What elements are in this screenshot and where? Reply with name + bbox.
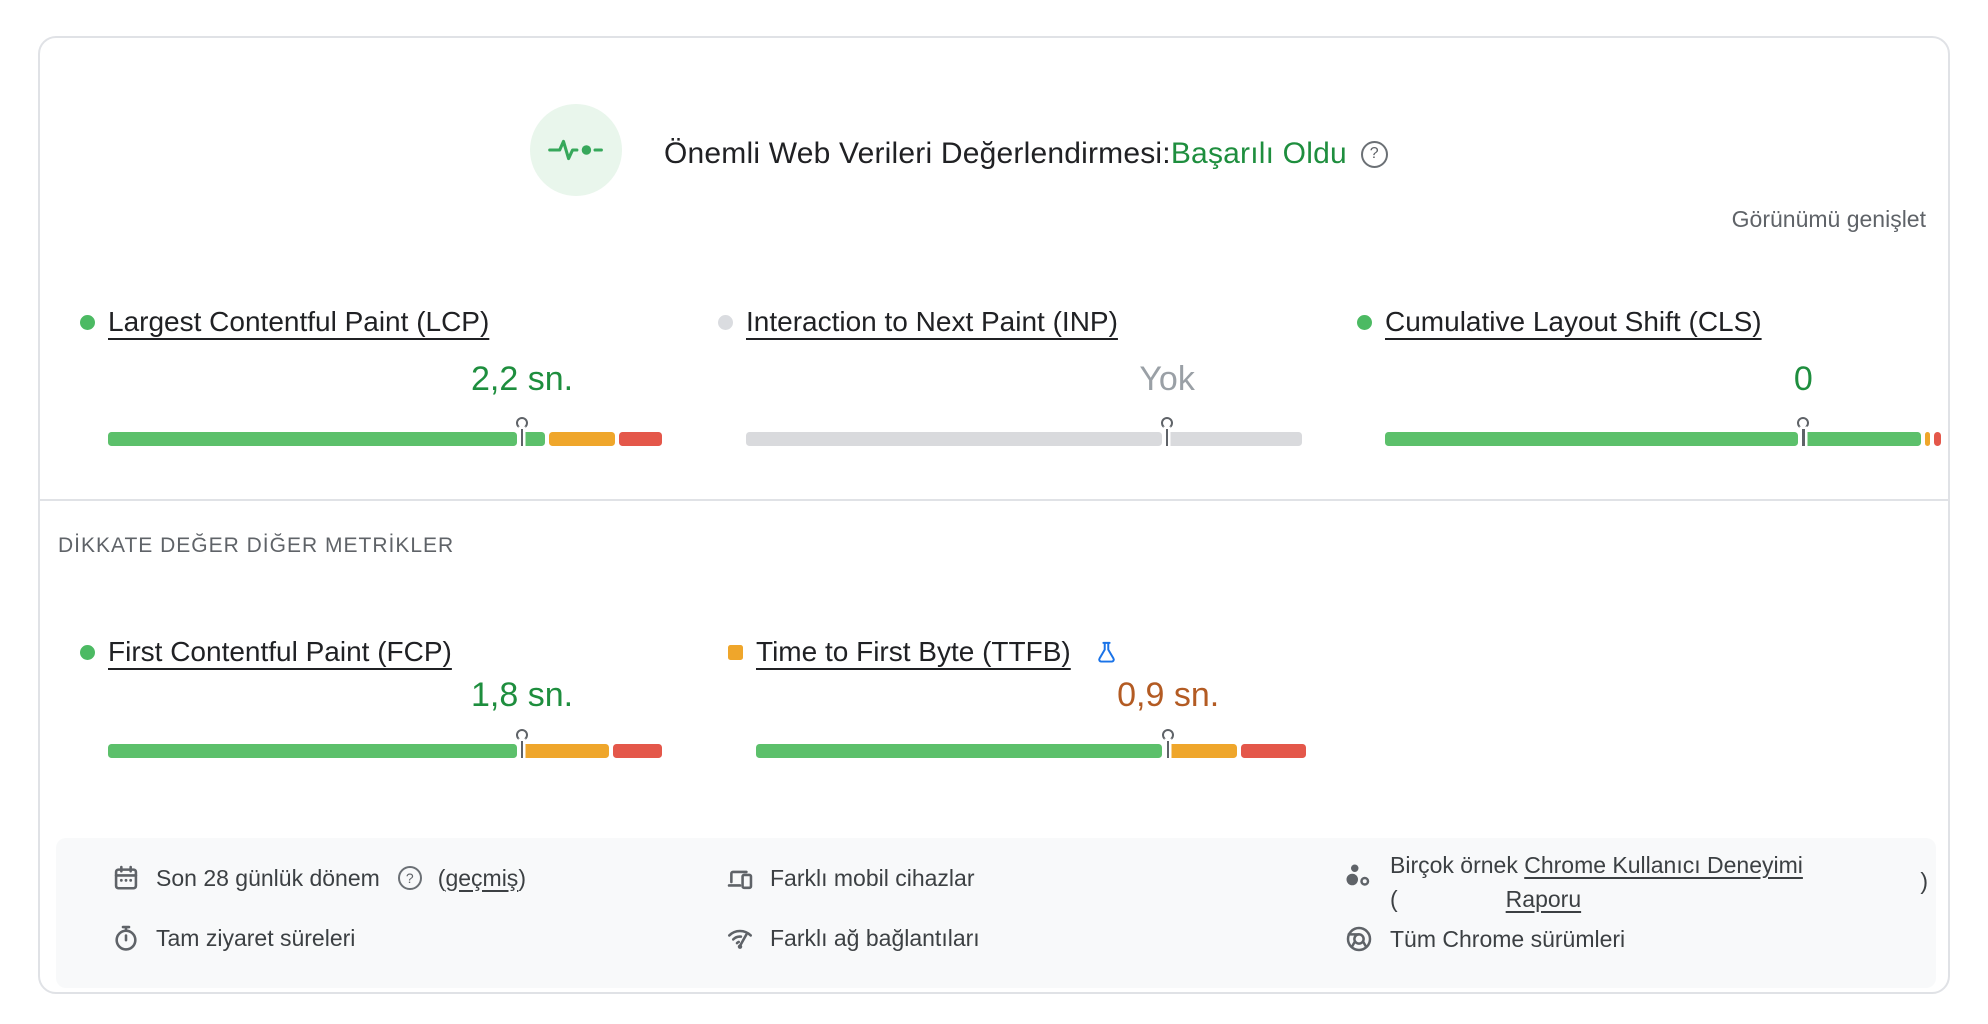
devices-icon xyxy=(727,870,753,890)
metric-fcp-label: First Contentful Paint (FCP) xyxy=(108,636,452,667)
distribution-segment xyxy=(108,744,517,758)
metric-cls-value: 0 xyxy=(1793,360,1813,398)
history-link-group: (geçmiş) xyxy=(437,864,526,891)
metric-ttfb-distribution-bar xyxy=(756,729,1310,758)
metric-ttfb: Time to First Byte (TTFB) 0,9 sn. xyxy=(728,636,1310,806)
fcp-status-dot xyxy=(80,644,95,660)
full-visit-durations: Tam ziyaret süreleri xyxy=(112,924,355,952)
distribution-segment xyxy=(1933,432,1941,446)
metric-inp-distribution-bar xyxy=(746,417,1306,446)
p75-marker-pin xyxy=(516,729,529,758)
inp-status-dot xyxy=(718,314,733,330)
crux-paren-close: ) xyxy=(1920,868,1928,894)
metric-cls-link[interactable]: Cumulative Layout Shift (CLS) xyxy=(1357,306,1762,338)
assessment-status: Başarılı Oldu xyxy=(1170,137,1347,170)
metric-ttfb-link[interactable]: Time to First Byte (TTFB) xyxy=(728,636,1119,668)
crux-report-link-line2[interactable]: Raporu xyxy=(1505,886,1582,912)
section-divider xyxy=(40,499,1948,501)
metric-inp: Interaction to Next Paint (INP) Yok xyxy=(718,306,1306,476)
assessment-title: Önemli Web Verileri Değerlendirmesi: Başa… xyxy=(664,132,1388,176)
metric-fcp-link[interactable]: First Contentful Paint (FCP) xyxy=(80,636,452,668)
sample-bubbles-icon xyxy=(1346,864,1370,886)
metric-fcp-value: 1,8 sn. xyxy=(470,676,574,714)
distribution-segment xyxy=(618,432,662,446)
distribution-segment xyxy=(1166,432,1302,446)
metric-cls: Cumulative Layout Shift (CLS) 0 xyxy=(1357,306,1945,476)
distribution-segment xyxy=(520,744,609,758)
metric-lcp-label: Largest Contentful Paint (LCP) xyxy=(108,306,490,337)
distribution-segment xyxy=(1802,432,1922,446)
expand-view-link[interactable]: Görünümü genişlet xyxy=(1731,206,1926,232)
metric-ttfb-value: 0,9 sn. xyxy=(1117,676,1220,714)
metric-fcp: First Contentful Paint (FCP) 1,8 sn. xyxy=(80,636,666,806)
metric-inp-label: Interaction to Next Paint (INP) xyxy=(746,306,1118,337)
distribution-segment xyxy=(1240,744,1306,758)
calendar-icon xyxy=(114,865,138,890)
metric-lcp-value: 2,2 sn. xyxy=(470,360,574,398)
network-connections-text: Farklı ağ bağlantıları xyxy=(770,924,980,951)
distribution-segment xyxy=(612,744,662,758)
collection-period: Son 28 günlük dönem ? (geçmiş) xyxy=(112,864,526,892)
metric-lcp: Largest Contentful Paint (LCP) 2,2 sn. xyxy=(80,306,666,476)
chrome-versions-text: Tüm Chrome sürümleri xyxy=(1390,925,1626,952)
p75-marker-pin xyxy=(1161,417,1174,446)
metric-ttfb-label: Time to First Byte (TTFB) xyxy=(756,636,1071,667)
assessment-title-prefix: Önemli Web Verileri Değerlendirmesi: xyxy=(664,137,1171,170)
lcp-status-dot xyxy=(80,314,95,330)
crux-sample-line2: (Raporu xyxy=(1390,886,1582,912)
period-help-icon[interactable]: ? xyxy=(397,866,422,890)
metric-cls-label: Cumulative Layout Shift (CLS) xyxy=(1385,306,1762,337)
metric-cls-distribution-bar xyxy=(1385,417,1945,446)
distribution-segment xyxy=(746,432,1162,446)
other-metrics-heading: DİKKATE DEĞER DİĞER METRİKLER xyxy=(58,534,455,557)
core-web-vitals-card: Önemli Web Verileri Değerlendirmesi: Başa… xyxy=(38,36,1950,994)
network-icon xyxy=(727,929,753,949)
cls-status-dot xyxy=(1357,314,1372,330)
ttfb-status-dot xyxy=(728,644,743,660)
full-visit-durations-text: Tam ziyaret süreleri xyxy=(156,924,356,951)
metric-fcp-distribution-bar xyxy=(108,729,666,758)
metric-inp-link[interactable]: Interaction to Next Paint (INP) xyxy=(718,306,1118,338)
network-connections: Farklı ağ bağlantıları xyxy=(726,924,980,952)
distribution-segment xyxy=(1385,432,1799,446)
mobile-devices: Farklı mobil cihazlar xyxy=(726,864,975,892)
pulse-icon xyxy=(530,104,622,196)
p75-marker-pin xyxy=(516,417,529,446)
mobile-devices-text: Farklı mobil cihazlar xyxy=(770,864,975,891)
metric-inp-value: Yok xyxy=(1139,360,1195,398)
p75-marker-pin xyxy=(1162,729,1175,758)
metric-lcp-link[interactable]: Largest Contentful Paint (LCP) xyxy=(80,306,489,338)
distribution-segment xyxy=(520,432,545,446)
distribution-segment xyxy=(108,432,517,446)
chrome-icon xyxy=(1346,926,1372,952)
help-icon[interactable]: ? xyxy=(1360,140,1388,168)
crux-sample-line1: Birçok örnek Chrome Kullanıcı Deneyimi xyxy=(1390,852,1803,878)
metric-lcp-distribution-bar xyxy=(108,417,666,446)
crux-sample: Birçok örnek Chrome Kullanıcı Deneyimi (… xyxy=(1344,846,1928,916)
chrome-versions: Tüm Chrome sürümleri xyxy=(1344,924,1625,954)
collection-period-text: Son 28 günlük dönem xyxy=(156,864,380,891)
distribution-segment xyxy=(548,432,615,446)
stopwatch-icon xyxy=(115,925,137,951)
distribution-segment xyxy=(1165,744,1237,758)
p75-marker-pin xyxy=(1797,417,1810,446)
crux-report-link-line1[interactable]: Chrome Kullanıcı Deneyimi xyxy=(1524,852,1803,878)
history-link[interactable]: geçmiş xyxy=(445,864,519,891)
experiment-flask-icon[interactable] xyxy=(1094,640,1119,665)
distribution-segment xyxy=(756,744,1162,758)
distribution-segment xyxy=(1925,432,1930,446)
collection-info-footer: Son 28 günlük dönem ? (geçmiş) Tam ziyar… xyxy=(56,838,1936,988)
